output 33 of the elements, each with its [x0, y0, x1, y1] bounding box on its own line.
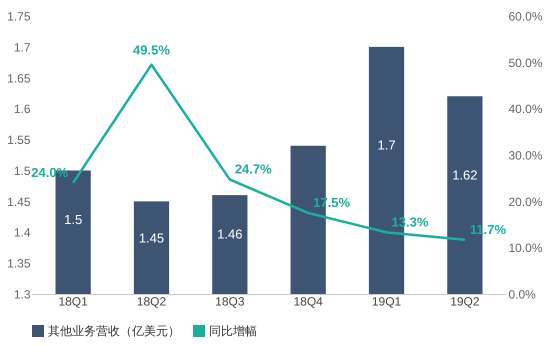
y-tick-label: 1.3: [14, 288, 31, 302]
y-tick-label: 1.6: [14, 102, 31, 116]
data-label: 24.7%: [234, 162, 272, 177]
x-tick-label: 19Q1: [372, 294, 402, 308]
y-tick-label: 1.45: [7, 194, 31, 209]
x-tick-label: 18Q3: [215, 294, 245, 308]
y2-tick-label: 0.0%: [508, 288, 536, 302]
y-tick-label: 1.4: [14, 226, 31, 240]
data-label: 24.0%: [31, 164, 69, 180]
y2-tick-label: 40.0%: [508, 102, 543, 116]
x-tick-label: 18Q2: [136, 294, 166, 308]
data-label: 1.45: [138, 230, 164, 246]
y2-tick-label: 10.0%: [508, 241, 543, 256]
y2-tick-label: 60.0%: [508, 10, 543, 24]
y2-tick-label: 30.0%: [508, 148, 543, 162]
data-label: 1.46: [217, 226, 242, 242]
x-tick-label: 19Q2: [450, 294, 480, 308]
data-label: 1.62: [452, 167, 478, 182]
legend-label: 其他业务营收（亿美元）: [48, 324, 180, 338]
x-tick-label: 18Q1: [58, 294, 88, 308]
y2-tick-label: 20.0%: [508, 194, 543, 209]
data-label: 1.5: [64, 212, 82, 227]
y-tick-label: 1.7: [14, 40, 31, 54]
y2-tick-label: 50.0%: [508, 56, 543, 70]
y-tick-label: 1.55: [7, 133, 31, 148]
y-tick-label: 1.35: [7, 256, 31, 271]
x-tick-label: 18Q4: [293, 294, 324, 308]
data-label: 49.5%: [133, 42, 170, 58]
data-label: 1.7: [377, 138, 396, 153]
y-tick-label: 1.65: [7, 71, 31, 86]
y-tick-label: 1.75: [7, 10, 31, 24]
legend-label: 同比增幅: [209, 324, 257, 338]
y-tick-label: 1.5: [14, 164, 31, 178]
